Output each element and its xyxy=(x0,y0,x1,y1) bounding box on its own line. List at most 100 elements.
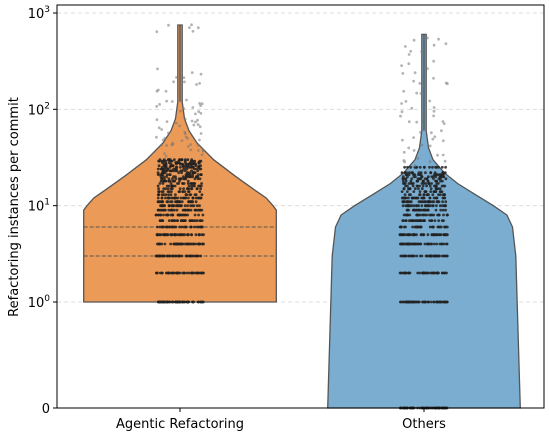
y-tick-label: 103 xyxy=(28,5,50,22)
data-point xyxy=(175,204,179,208)
data-point xyxy=(187,208,191,212)
data-point xyxy=(411,196,415,200)
data-point xyxy=(194,200,198,204)
outlier-point xyxy=(416,157,420,160)
data-point xyxy=(409,182,413,185)
data-point xyxy=(422,233,425,237)
data-point xyxy=(194,193,198,197)
outlier-point xyxy=(191,29,195,33)
data-point xyxy=(192,242,196,246)
data-point xyxy=(167,190,171,194)
data-point xyxy=(199,187,203,191)
data-point xyxy=(178,158,182,162)
data-point xyxy=(444,165,447,169)
data-point xyxy=(169,213,173,217)
data-point xyxy=(444,177,448,181)
outlier-point xyxy=(194,120,197,124)
data-point xyxy=(198,208,202,212)
data-point xyxy=(160,271,164,275)
data-point xyxy=(186,187,190,191)
outlier-point xyxy=(188,26,191,29)
data-point xyxy=(172,219,176,223)
data-point xyxy=(165,184,169,188)
data-point xyxy=(167,204,171,208)
data-point xyxy=(422,165,426,169)
outlier-point xyxy=(412,136,415,140)
data-point xyxy=(172,242,176,246)
data-point xyxy=(164,193,168,197)
data-point xyxy=(411,225,414,229)
y-tick-label: 101 xyxy=(28,198,50,215)
data-point xyxy=(415,233,418,237)
data-point xyxy=(432,177,435,181)
outlier-point xyxy=(428,144,432,148)
outlier-point xyxy=(199,104,203,107)
data-point xyxy=(193,177,197,181)
outlier-point xyxy=(170,100,174,103)
data-point xyxy=(161,300,164,304)
data-point xyxy=(164,225,168,229)
data-point xyxy=(165,300,169,304)
outlier-point xyxy=(415,91,419,95)
outlier-point xyxy=(420,50,424,53)
outlier-point xyxy=(402,150,406,154)
outlier-point xyxy=(420,143,424,147)
data-point xyxy=(409,200,413,204)
data-point xyxy=(417,187,420,191)
outlier-point xyxy=(442,122,446,125)
outlier-point xyxy=(190,71,194,74)
data-point xyxy=(428,200,432,204)
data-point xyxy=(176,233,180,237)
data-point xyxy=(167,225,171,229)
data-point xyxy=(431,204,435,208)
data-point xyxy=(422,208,425,212)
data-point xyxy=(186,179,190,183)
data-point xyxy=(197,213,201,217)
data-point xyxy=(165,175,168,179)
data-point xyxy=(176,254,180,258)
data-point xyxy=(168,173,172,177)
data-point xyxy=(179,169,183,173)
data-point xyxy=(441,208,445,212)
data-point xyxy=(176,196,180,200)
outlier-point xyxy=(413,71,417,75)
data-point xyxy=(418,213,422,217)
data-point xyxy=(436,187,440,191)
data-point xyxy=(165,200,169,204)
data-point xyxy=(190,184,193,188)
data-point xyxy=(173,196,177,200)
outlier-point xyxy=(183,132,187,136)
data-point xyxy=(417,219,421,223)
data-point xyxy=(401,242,405,246)
data-point xyxy=(159,233,163,237)
data-point xyxy=(434,208,438,212)
data-point xyxy=(442,196,446,200)
data-point xyxy=(186,158,190,162)
data-point xyxy=(402,187,406,191)
outlier-point xyxy=(170,143,174,147)
data-point xyxy=(167,208,171,212)
outlier-point xyxy=(441,139,445,143)
x-axis-ticks: Agentic Refactoring Others xyxy=(116,408,446,432)
data-point xyxy=(426,179,430,183)
outlier-point xyxy=(160,143,164,147)
outlier-point xyxy=(183,117,187,121)
data-point xyxy=(193,184,196,188)
data-point xyxy=(409,300,413,304)
data-point xyxy=(185,300,189,304)
data-point xyxy=(162,193,166,197)
outlier-point xyxy=(431,137,435,141)
data-point xyxy=(420,200,424,204)
outlier-point xyxy=(157,126,161,130)
data-point xyxy=(198,196,202,200)
data-point xyxy=(403,165,406,169)
data-point xyxy=(198,159,202,163)
data-point xyxy=(167,177,171,181)
data-point xyxy=(160,200,164,204)
data-point xyxy=(173,233,177,237)
outlier-point xyxy=(407,53,411,56)
data-point xyxy=(158,225,162,229)
outlier-point xyxy=(160,128,164,131)
data-point xyxy=(440,165,444,169)
data-point xyxy=(170,190,173,194)
